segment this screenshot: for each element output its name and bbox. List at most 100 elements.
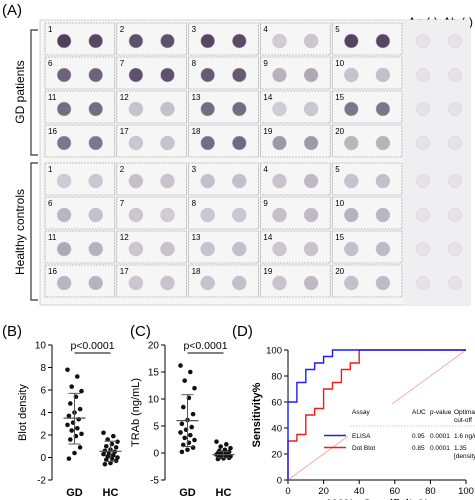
- panel-c-data-point: [188, 432, 193, 438]
- gd-sample-cell-border: [260, 22, 331, 56]
- panel-b-data-point: [101, 451, 106, 457]
- hc-sample-cell-border: [44, 196, 116, 230]
- gd-sample-cell-border: [116, 90, 187, 124]
- gd-sample-cell-border: [44, 124, 116, 158]
- gd-sample-cell-border: [188, 56, 259, 90]
- roc-table-header-assay: Assay: [352, 409, 370, 416]
- panel-c-data-point: [178, 430, 183, 435]
- roc-x-axis-label: 100% - Specificity%: [326, 498, 429, 500]
- panel-b-data-point: [68, 401, 73, 406]
- gd-sample-dot: [232, 33, 247, 49]
- gd-sample-dot: [344, 33, 359, 49]
- panel-b-y-tick-label: -2: [37, 476, 46, 487]
- panel-b-x-category-label: HC: [103, 487, 119, 499]
- panel-b-data-point: [102, 461, 108, 467]
- hc-sample-cell-border: [44, 230, 116, 264]
- roc-x-tick-label: 80: [425, 486, 436, 497]
- hc-sample-dot: [344, 173, 359, 189]
- panel-b-data-point: [66, 413, 72, 419]
- hc-sample-cell-border: [188, 196, 259, 230]
- hc-sample-cell-border: [116, 196, 187, 230]
- gd-sample-dot: [200, 67, 215, 83]
- panel-b-data-point: [101, 430, 106, 436]
- panel-b-data-point: [72, 450, 77, 456]
- roc-curve-dot-blot: [287, 349, 466, 480]
- gd-sample-dot: [200, 135, 215, 151]
- panel-b-data-point: [66, 456, 72, 461]
- ab-negative-dot: [448, 276, 462, 290]
- hc-sample-cell-number: 18: [192, 267, 201, 276]
- hc-sample-cell-number: 7: [120, 199, 125, 208]
- gd-sample-cell-number: 6: [48, 59, 53, 68]
- gd-sample-cell-number: 11: [48, 93, 57, 102]
- hc-sample-dot: [128, 275, 144, 291]
- panel-c-data-point: [190, 411, 196, 417]
- gd-sample-cell-number: 3: [192, 25, 197, 34]
- gd-sample-cell-border: [331, 22, 403, 56]
- gd-sample-cell-number: 16: [48, 127, 57, 136]
- gd-sample-dot: [200, 101, 215, 117]
- hc-sample-cell-number: 14: [263, 233, 272, 242]
- gd-sample-cell-number: 8: [192, 59, 197, 68]
- group-bracket-hc: Healthy controls: [13, 162, 38, 301]
- gd-sample-dot: [128, 67, 144, 83]
- hc-sample-cell-border: [331, 196, 403, 230]
- hc-sample-dot: [232, 241, 247, 257]
- hc-sample-dot: [232, 275, 247, 291]
- hc-sample-dot: [375, 207, 391, 223]
- panel-c-data-point: [189, 424, 194, 430]
- hc-sample-cell-number: 9: [263, 199, 268, 208]
- hc-sample-cell-border: [116, 162, 187, 196]
- roc-y-tick-label: 80: [271, 372, 282, 383]
- panel-c-data-point: [190, 445, 196, 450]
- healthy-controls-label: Healthy controls: [13, 189, 27, 275]
- hc-sample-cell-number: 5: [335, 165, 340, 174]
- gd-sample-cell-border: [116, 124, 187, 158]
- hc-sample-cell-number: 17: [120, 267, 129, 276]
- hc-sample-cell-border: [116, 264, 187, 298]
- hc-sample-cell-border: [331, 264, 403, 298]
- ag-negative-dot: [416, 242, 430, 256]
- panel-c-data-point: [185, 447, 190, 453]
- gd-sample-dot: [56, 33, 72, 49]
- panel-b-data-point: [79, 388, 84, 394]
- panel-b-data-point: [68, 437, 73, 442]
- hc-sample-dot: [56, 241, 72, 257]
- gd-patients-label: GD patients: [13, 60, 27, 123]
- roc-x-tick-label: 20: [318, 486, 329, 497]
- gd-sample-dot: [303, 67, 319, 83]
- gd-sample-cell-border: [188, 22, 259, 56]
- hc-sample-dot: [375, 173, 391, 189]
- hc-sample-dot: [88, 207, 103, 223]
- panel-c-data-point: [214, 439, 219, 444]
- hc-sample-dot: [272, 241, 287, 257]
- panel-c-y-tick-label: -5: [150, 476, 159, 487]
- panel-b-data-point: [75, 374, 80, 379]
- gd-sample-cell-number: 1: [48, 25, 53, 34]
- gd-sample-cell-number: 19: [263, 127, 272, 136]
- panel-c-y-tick-label: 10: [148, 395, 160, 406]
- panel-c-data-point: [218, 444, 223, 449]
- hc-sample-dot: [56, 275, 72, 291]
- panel-b-pvalue-label: p<0.0001: [70, 340, 114, 352]
- hc-sample-cell-number: 3: [192, 165, 197, 174]
- gd-sample-dot: [56, 101, 72, 117]
- panel-b-letter: (B): [2, 323, 22, 340]
- hc-sample-cell-border: [188, 162, 259, 196]
- roc-table-header-pvalue: p-value: [430, 409, 452, 416]
- roc-y-tick-label: 100: [266, 346, 282, 357]
- gd-sample-cell-border: [116, 56, 187, 90]
- gd-sample-dot: [88, 101, 103, 117]
- gd-sample-dot: [160, 135, 175, 151]
- gd-sample-cell-border: [331, 90, 403, 124]
- roc-x-tick-label: 40: [354, 486, 365, 497]
- hc-sample-cell-border: [44, 264, 116, 298]
- ag-negative-dot: [416, 276, 430, 290]
- ag-negative-dot: [416, 174, 430, 188]
- panel-c-chart: -5 0 5 10 15 20 TRAb (ng/mL) GD HC p<0.0001: [130, 340, 235, 499]
- gd-sample-cell-number: 9: [263, 59, 268, 68]
- gd-sample-dot: [272, 33, 287, 49]
- gd-sample-dot: [88, 135, 103, 151]
- gd-sample-cell-border: [260, 124, 331, 158]
- panel-b-data-point: [65, 422, 70, 428]
